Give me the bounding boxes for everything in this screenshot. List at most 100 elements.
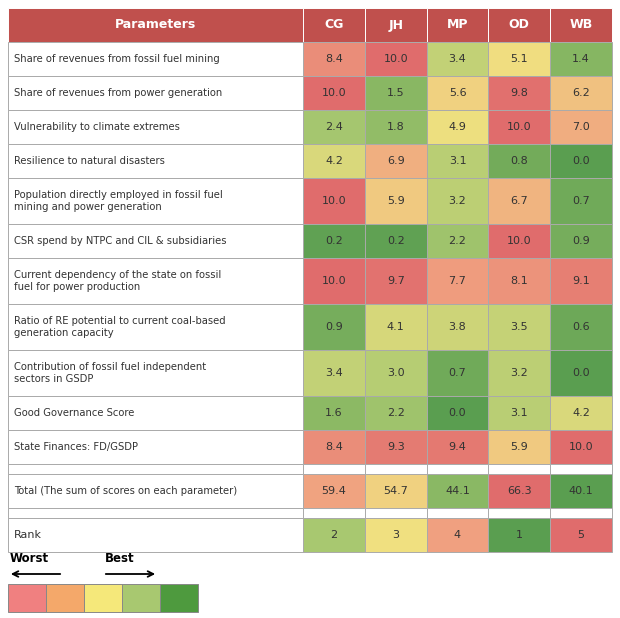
Bar	[8, 474, 303, 508]
Text: 1.8: 1.8	[387, 122, 405, 132]
Bar	[8, 304, 303, 350]
Bar	[365, 304, 427, 350]
Bar	[427, 350, 489, 396]
Text: 0.0: 0.0	[449, 408, 466, 418]
Bar	[8, 258, 303, 304]
Text: 10.0: 10.0	[507, 122, 531, 132]
Bar	[365, 518, 427, 552]
Text: 3.1: 3.1	[449, 156, 466, 166]
Text: 6.2: 6.2	[572, 88, 590, 98]
Text: 5.9: 5.9	[510, 442, 528, 452]
Bar	[427, 464, 489, 474]
Bar	[8, 464, 303, 474]
Text: 1.6: 1.6	[325, 408, 343, 418]
Bar	[489, 350, 550, 396]
Text: 0.9: 0.9	[572, 236, 590, 246]
Text: 0.7: 0.7	[449, 368, 466, 378]
Bar	[303, 42, 365, 76]
Bar	[303, 144, 365, 178]
Bar	[427, 224, 489, 258]
Bar	[365, 464, 427, 474]
Text: Population directly employed in fossil fuel
mining and power generation: Population directly employed in fossil f…	[14, 190, 223, 212]
Bar	[303, 110, 365, 144]
Text: 0.7: 0.7	[572, 196, 590, 206]
Bar	[303, 350, 365, 396]
Text: Best: Best	[105, 552, 135, 565]
Bar	[8, 350, 303, 396]
Text: 5: 5	[578, 530, 585, 540]
Bar	[427, 518, 489, 552]
Bar	[489, 474, 550, 508]
Text: Worst: Worst	[10, 552, 49, 565]
Text: 10.0: 10.0	[322, 196, 346, 206]
Bar	[489, 396, 550, 430]
Bar	[427, 178, 489, 224]
Text: 3.2: 3.2	[510, 368, 528, 378]
Bar	[365, 76, 427, 110]
Text: 10.0: 10.0	[322, 276, 346, 286]
Bar	[8, 518, 303, 552]
Text: 59.4: 59.4	[321, 486, 347, 496]
Bar	[550, 396, 612, 430]
Text: 5.6: 5.6	[449, 88, 466, 98]
Text: 10.0: 10.0	[569, 442, 593, 452]
Text: CG: CG	[324, 19, 343, 32]
Bar	[489, 224, 550, 258]
Bar	[303, 258, 365, 304]
Bar	[8, 430, 303, 464]
Text: State Finances: FD/GSDP: State Finances: FD/GSDP	[14, 442, 138, 452]
Text: 0.2: 0.2	[325, 236, 343, 246]
Bar	[365, 178, 427, 224]
Text: 54.7: 54.7	[383, 486, 408, 496]
Bar	[427, 304, 489, 350]
Text: 4.2: 4.2	[325, 156, 343, 166]
Text: 4.1: 4.1	[387, 322, 405, 332]
Text: 4.2: 4.2	[572, 408, 590, 418]
Bar	[8, 508, 303, 518]
Bar	[550, 474, 612, 508]
Text: Rank: Rank	[14, 530, 42, 540]
Text: 1.5: 1.5	[387, 88, 404, 98]
Text: Share of revenues from fossil fuel mining: Share of revenues from fossil fuel minin…	[14, 54, 219, 64]
Bar	[550, 518, 612, 552]
Text: 2.2: 2.2	[448, 236, 466, 246]
Text: 3.4: 3.4	[449, 54, 466, 64]
Bar	[122, 584, 160, 612]
Bar	[489, 8, 550, 42]
Text: 8.4: 8.4	[325, 442, 343, 452]
Bar	[489, 258, 550, 304]
Text: Share of revenues from power generation: Share of revenues from power generation	[14, 88, 222, 98]
Text: 0.8: 0.8	[510, 156, 528, 166]
Text: Contribution of fossil fuel independent
sectors in GSDP: Contribution of fossil fuel independent …	[14, 362, 206, 384]
Bar	[303, 518, 365, 552]
Bar	[550, 430, 612, 464]
Bar	[489, 464, 550, 474]
Text: 0.0: 0.0	[572, 156, 590, 166]
Text: 5.9: 5.9	[387, 196, 405, 206]
Text: 3.2: 3.2	[449, 196, 466, 206]
Text: 6.9: 6.9	[387, 156, 405, 166]
Bar	[8, 42, 303, 76]
Bar	[550, 144, 612, 178]
Text: 44.1: 44.1	[445, 486, 470, 496]
Bar	[550, 304, 612, 350]
Bar	[303, 474, 365, 508]
Text: WB: WB	[570, 19, 593, 32]
Bar	[303, 508, 365, 518]
Bar	[550, 464, 612, 474]
Bar	[8, 110, 303, 144]
Bar	[550, 42, 612, 76]
Text: 9.4: 9.4	[448, 442, 466, 452]
Text: 4: 4	[454, 530, 461, 540]
Bar	[365, 8, 427, 42]
Text: 4.9: 4.9	[448, 122, 466, 132]
Text: Good Governance Score: Good Governance Score	[14, 408, 135, 418]
Text: 3.1: 3.1	[510, 408, 528, 418]
Bar	[489, 178, 550, 224]
Bar	[550, 508, 612, 518]
Text: Parameters: Parameters	[115, 19, 196, 32]
Bar	[427, 8, 489, 42]
Bar	[550, 76, 612, 110]
Bar	[427, 430, 489, 464]
Bar	[550, 258, 612, 304]
